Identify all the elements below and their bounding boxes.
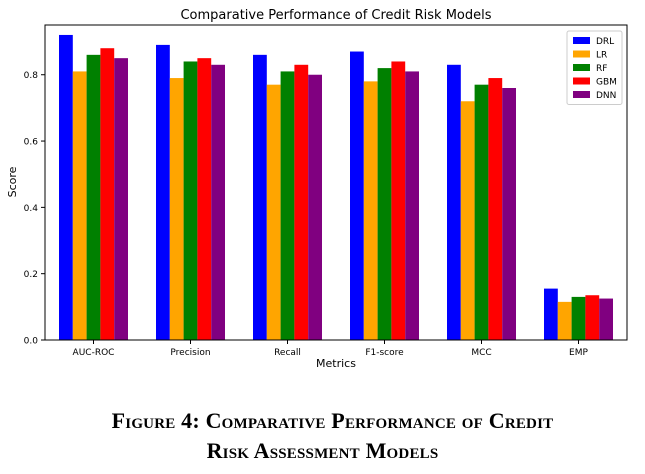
x-tick-label: EMP bbox=[569, 348, 588, 358]
bar-drl-auc-roc bbox=[59, 34, 73, 341]
y-tick-label: 0.2 bbox=[24, 270, 38, 280]
legend-label-gbm: GBM bbox=[596, 78, 617, 88]
bar-gbm-recall bbox=[294, 64, 309, 340]
legend-label-rf: RF bbox=[596, 64, 607, 74]
bar-rf-recall bbox=[280, 71, 295, 340]
bar-drl-mcc bbox=[447, 64, 461, 340]
legend-label-drl: DRL bbox=[596, 37, 614, 47]
bar-drl-emp bbox=[544, 288, 558, 340]
y-tick-label: 0.0 bbox=[24, 337, 39, 347]
legend: DRL LR RF GBM DNN bbox=[566, 30, 623, 105]
y-tick-label: 0.8 bbox=[24, 71, 39, 81]
bar-rf-emp bbox=[571, 296, 586, 340]
x-tick-label: MCC bbox=[471, 348, 491, 358]
legend-swatch-dnn bbox=[573, 91, 590, 98]
bar-rf-f1-score bbox=[377, 68, 392, 341]
bar-drl-recall bbox=[253, 54, 267, 341]
bar-rf-precision bbox=[183, 61, 198, 340]
legend-swatch-lr bbox=[573, 50, 590, 58]
bar-gbm-mcc bbox=[488, 78, 503, 340]
x-tick-label: Recall bbox=[274, 348, 301, 358]
y-axis-label: Score bbox=[6, 166, 19, 197]
y-axis: 0.0 0.2 0.4 0.6 0.8 bbox=[24, 71, 45, 347]
bar-lr-auc-roc bbox=[72, 71, 87, 340]
legend-swatch-gbm bbox=[573, 77, 590, 85]
y-tick-label: 0.4 bbox=[24, 204, 39, 214]
x-axis: AUC-ROC Precision Recall F1-score MCC EMP bbox=[73, 340, 589, 358]
bars-group bbox=[59, 34, 613, 341]
bar-drl-precision bbox=[156, 44, 170, 340]
x-axis-label: Metrics bbox=[316, 357, 356, 370]
chart-title: Comparative Performance of Credit Risk M… bbox=[180, 8, 491, 23]
bar-drl-f1-score bbox=[350, 51, 364, 341]
bar-lr-precision bbox=[169, 78, 184, 340]
legend-swatch-drl bbox=[573, 37, 590, 44]
bar-dnn-f1-score bbox=[405, 71, 419, 340]
caption-line-2: Risk Assessment Models bbox=[206, 438, 439, 463]
bar-lr-f1-score bbox=[363, 81, 378, 341]
bar-dnn-recall bbox=[308, 74, 322, 340]
legend-box bbox=[566, 30, 623, 105]
bar-dnn-mcc bbox=[502, 88, 516, 340]
bar-chart: Comparative Performance of Credit Risk M… bbox=[6, 8, 628, 370]
legend-label-lr: LR bbox=[596, 51, 607, 61]
caption-line-1: Figure 4: Comparative Performance of Cre… bbox=[111, 408, 554, 433]
bar-gbm-f1-score bbox=[391, 61, 406, 340]
bar-rf-mcc bbox=[474, 84, 489, 341]
bar-gbm-emp bbox=[585, 295, 600, 340]
bar-rf-auc-roc bbox=[86, 54, 101, 341]
bar-dnn-auc-roc bbox=[114, 58, 128, 340]
x-tick-label: F1-score bbox=[365, 348, 404, 358]
bar-dnn-precision bbox=[211, 64, 225, 340]
bar-dnn-emp bbox=[599, 298, 613, 340]
x-tick-label: Precision bbox=[170, 348, 210, 358]
bar-lr-mcc bbox=[460, 101, 475, 341]
plot-frame bbox=[44, 24, 628, 341]
figure-caption: Figure 4: Comparative Performance of Cre… bbox=[0, 406, 645, 466]
y-tick-label: 0.6 bbox=[24, 138, 39, 148]
legend-swatch-rf bbox=[573, 64, 590, 71]
x-tick-label: AUC-ROC bbox=[73, 348, 115, 358]
legend-label-dnn: DNN bbox=[596, 91, 616, 101]
bar-gbm-auc-roc bbox=[100, 48, 115, 341]
bar-lr-emp bbox=[557, 301, 572, 340]
bar-gbm-precision bbox=[197, 58, 212, 340]
bar-lr-recall bbox=[266, 84, 281, 341]
